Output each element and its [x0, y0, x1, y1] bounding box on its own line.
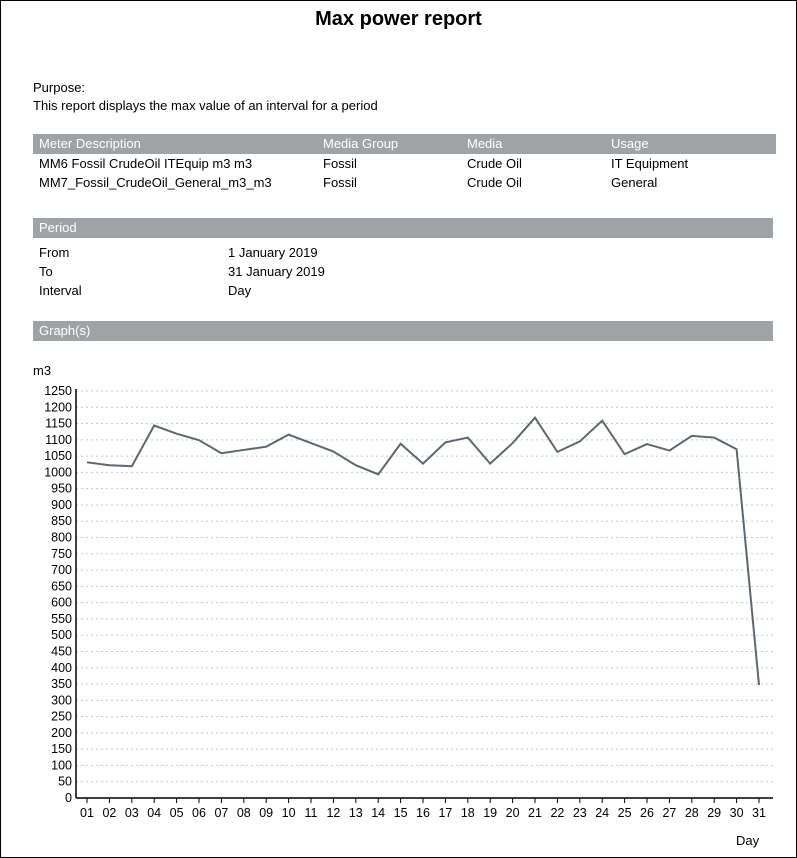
period-cell: Interval: [39, 283, 82, 298]
y-tick-label: 850: [51, 514, 72, 528]
x-tick-label: 10: [282, 806, 296, 820]
col-usage: Usage: [611, 136, 649, 151]
x-tick-label: 18: [461, 806, 475, 820]
page-title: Max power report: [315, 8, 482, 30]
x-tick-label: 22: [550, 806, 564, 820]
y-tick-label: 1200: [44, 400, 72, 414]
x-tick-label: 26: [640, 806, 654, 820]
x-tick-label: 04: [147, 806, 161, 820]
x-tick-label: 19: [483, 806, 497, 820]
y-tick-label: 300: [51, 693, 72, 707]
x-tick-label: 24: [595, 806, 609, 820]
x-tick-label: 05: [170, 806, 184, 820]
y-tick-label: 650: [51, 579, 72, 593]
meter-cell: IT Equipment: [611, 156, 689, 171]
x-tick-label: 01: [80, 806, 94, 820]
y-tick-label: 1150: [45, 417, 72, 431]
y-tick-label: 750: [51, 547, 72, 561]
data-series-line: [86, 416, 760, 686]
x-tick-label: 27: [662, 806, 676, 820]
meter-cell: Crude Oil: [467, 175, 522, 190]
y-tick-label: 100: [51, 758, 72, 772]
y-tick-label: 350: [51, 677, 72, 691]
graphs-header-label: Graph(s): [39, 323, 91, 338]
x-tick-label: 21: [528, 806, 542, 820]
x-tick-label: 09: [259, 806, 273, 820]
meter-cell: MM7_Fossil_CrudeOil_General_m3_m3: [39, 175, 272, 190]
y-tick-label: 1000: [44, 465, 72, 479]
y-tick-label: 1100: [45, 433, 72, 447]
y-tick-label: 1250: [44, 384, 72, 398]
x-tick-label: 11: [305, 806, 318, 820]
period-cell: 1 January 2019: [228, 245, 318, 260]
x-tick-label: 20: [506, 806, 520, 820]
x-tick-label: 30: [730, 806, 744, 820]
x-tick-label: 31: [752, 806, 766, 820]
col-media-group: Media Group: [323, 136, 399, 151]
y-tick-label: 450: [51, 644, 72, 658]
x-tick-label: 29: [707, 806, 721, 820]
x-tick-label: 07: [214, 806, 228, 820]
x-tick-label: 15: [394, 806, 408, 820]
y-tick-label: 500: [51, 628, 72, 642]
x-tick-label: 03: [125, 806, 139, 820]
y-tick-label: 400: [51, 661, 72, 675]
x-tick-label: 13: [349, 806, 363, 820]
y-tick-label: 250: [51, 710, 72, 724]
meter-cell: Fossil: [323, 156, 357, 171]
col-meter-description: Meter Description: [39, 136, 141, 151]
x-tick-label: 02: [102, 806, 116, 820]
x-tick-label: 12: [326, 806, 340, 820]
period-cell: From: [39, 245, 70, 260]
purpose-label: Purpose:: [33, 80, 86, 95]
y-tick-label: 800: [51, 531, 72, 545]
y-tick-label: 150: [51, 742, 72, 756]
meter-cell: Crude Oil: [467, 156, 522, 171]
meter-cell: General: [611, 175, 658, 190]
x-tick-label: 17: [438, 806, 452, 820]
period-header: Period: [33, 218, 773, 238]
y-tick-label: 1050: [44, 449, 72, 463]
x-axis-label: Day: [736, 833, 760, 848]
y-axis-unit: m3: [33, 363, 52, 378]
y-tick-label: 950: [51, 482, 72, 496]
col-media: Media: [467, 136, 503, 151]
period-cell: To: [39, 264, 53, 279]
x-tick-label: 06: [192, 806, 206, 820]
meter-table-header: Meter Description Media Group Media Usag…: [33, 134, 776, 154]
x-tick-label: 14: [371, 806, 385, 820]
y-tick-label: 0: [65, 791, 72, 805]
period-header-label: Period: [39, 220, 77, 235]
period-cell: Day: [228, 283, 252, 298]
x-tick-label: 08: [237, 806, 251, 820]
meter-cell: Fossil: [323, 175, 357, 190]
x-tick-label: 23: [573, 806, 587, 820]
x-tick-label: 16: [416, 806, 430, 820]
graphs-header: Graph(s): [33, 321, 773, 341]
period-cell: 31 January 2019: [228, 264, 325, 279]
y-tick-label: 550: [51, 612, 72, 626]
x-tick-label: 25: [618, 806, 632, 820]
y-tick-label: 50: [58, 775, 72, 789]
y-tick-label: 600: [51, 596, 72, 610]
y-tick-label: 900: [51, 498, 72, 512]
purpose-text: This report displays the max value of an…: [33, 98, 378, 113]
meter-cell: MM6 Fossil CrudeOil ITEquip m3 m3: [39, 156, 253, 171]
x-tick-label: 28: [685, 806, 699, 820]
purpose-section: Purpose: This report displays the max va…: [33, 79, 378, 115]
y-tick-label: 700: [51, 563, 72, 577]
y-tick-label: 200: [51, 726, 72, 740]
